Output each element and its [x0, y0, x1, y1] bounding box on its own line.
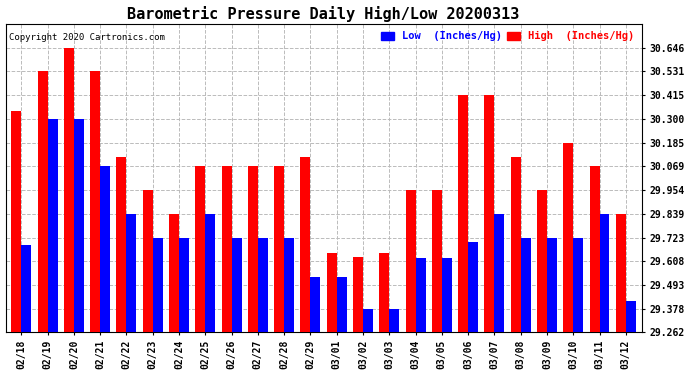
Bar [90, 71, 100, 332]
Bar [284, 238, 294, 332]
Bar [494, 214, 504, 332]
Bar [432, 190, 442, 332]
Bar [326, 253, 337, 332]
Bar [589, 166, 600, 332]
Bar [152, 238, 163, 332]
Bar [310, 277, 320, 332]
Bar [300, 157, 310, 332]
Bar [389, 309, 400, 332]
Bar [117, 157, 126, 332]
Bar [169, 214, 179, 332]
Bar [21, 245, 31, 332]
Bar [195, 166, 206, 332]
Bar [442, 258, 452, 332]
Bar [563, 142, 573, 332]
Bar [600, 214, 609, 332]
Bar [64, 48, 74, 332]
Legend: Low  (Inches/Hg), High  (Inches/Hg): Low (Inches/Hg), High (Inches/Hg) [379, 29, 636, 44]
Bar [415, 258, 426, 332]
Bar [547, 238, 557, 332]
Bar [353, 257, 363, 332]
Bar [11, 111, 21, 332]
Bar [537, 190, 547, 332]
Bar [221, 166, 232, 332]
Bar [38, 71, 48, 332]
Text: Copyright 2020 Cartronics.com: Copyright 2020 Cartronics.com [9, 33, 165, 42]
Bar [206, 214, 215, 332]
Bar [363, 309, 373, 332]
Bar [232, 238, 241, 332]
Bar [179, 238, 189, 332]
Bar [626, 301, 635, 332]
Bar [406, 190, 415, 332]
Bar [615, 214, 626, 332]
Bar [258, 238, 268, 332]
Bar [143, 190, 152, 332]
Title: Barometric Pressure Daily High/Low 20200313: Barometric Pressure Daily High/Low 20200… [128, 6, 520, 21]
Bar [48, 119, 57, 332]
Bar [484, 95, 494, 332]
Bar [337, 277, 346, 332]
Bar [511, 157, 521, 332]
Bar [458, 95, 468, 332]
Bar [126, 214, 137, 332]
Bar [521, 238, 531, 332]
Bar [248, 166, 258, 332]
Bar [380, 253, 389, 332]
Bar [274, 166, 284, 332]
Bar [100, 166, 110, 332]
Bar [573, 238, 583, 332]
Bar [74, 119, 84, 332]
Bar [468, 242, 478, 332]
